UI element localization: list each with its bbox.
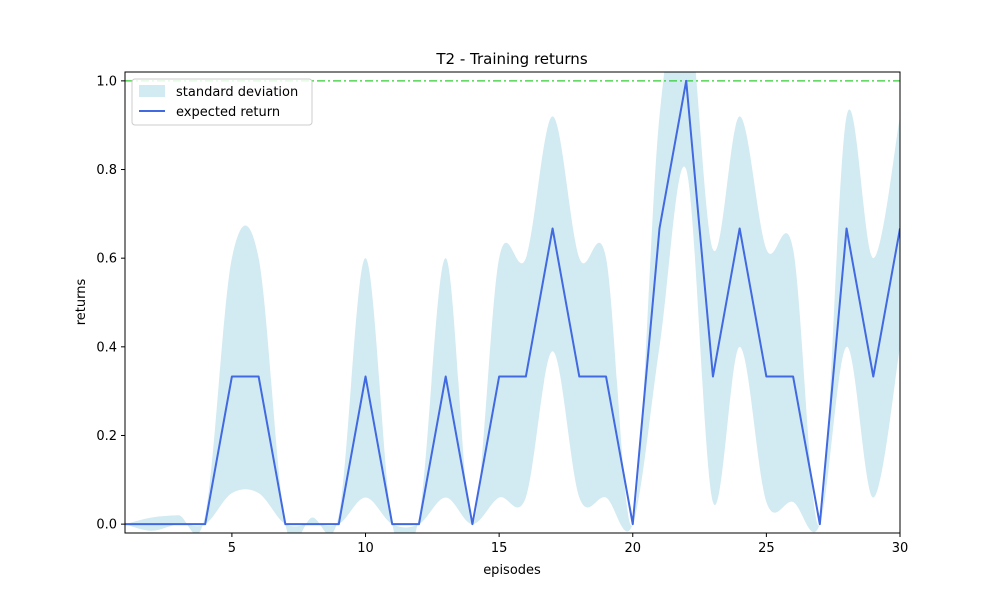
x-tick-label: 15 bbox=[491, 541, 508, 556]
legend-box bbox=[131, 78, 313, 126]
y-tick-label: 0.4 bbox=[96, 340, 117, 355]
x-tick-label: 10 bbox=[357, 541, 374, 556]
x-tick-label: 5 bbox=[228, 541, 236, 556]
legend: standard deviation expected return bbox=[131, 78, 313, 126]
y-tick-label: 1.0 bbox=[96, 74, 117, 89]
y-tick-label: 0.6 bbox=[96, 252, 117, 267]
legend-label-band: standard deviation bbox=[176, 85, 298, 100]
std-deviation-band bbox=[125, 72, 900, 533]
x-tick-label: 30 bbox=[892, 541, 909, 556]
y-tick-label: 0.2 bbox=[96, 429, 117, 444]
expected-return-line bbox=[125, 79, 900, 526]
legend-label-line: expected return bbox=[176, 105, 280, 120]
y-axis: 0.0 0.2 0.4 0.6 0.8 1.0 bbox=[96, 74, 125, 533]
plot-frame bbox=[124, 71, 901, 534]
y-tick-label: 0.0 bbox=[96, 518, 117, 533]
x-axis-label: episodes bbox=[483, 563, 541, 578]
x-tick-label: 20 bbox=[624, 541, 641, 556]
x-tick-label: 25 bbox=[758, 541, 775, 556]
y-tick-label: 0.8 bbox=[96, 163, 117, 178]
chart-title: T2 - Training returns bbox=[435, 50, 587, 68]
y-axis-label: returns bbox=[74, 279, 89, 326]
x-axis: 5 10 15 20 25 30 bbox=[228, 533, 909, 556]
legend-band-swatch bbox=[139, 85, 165, 97]
